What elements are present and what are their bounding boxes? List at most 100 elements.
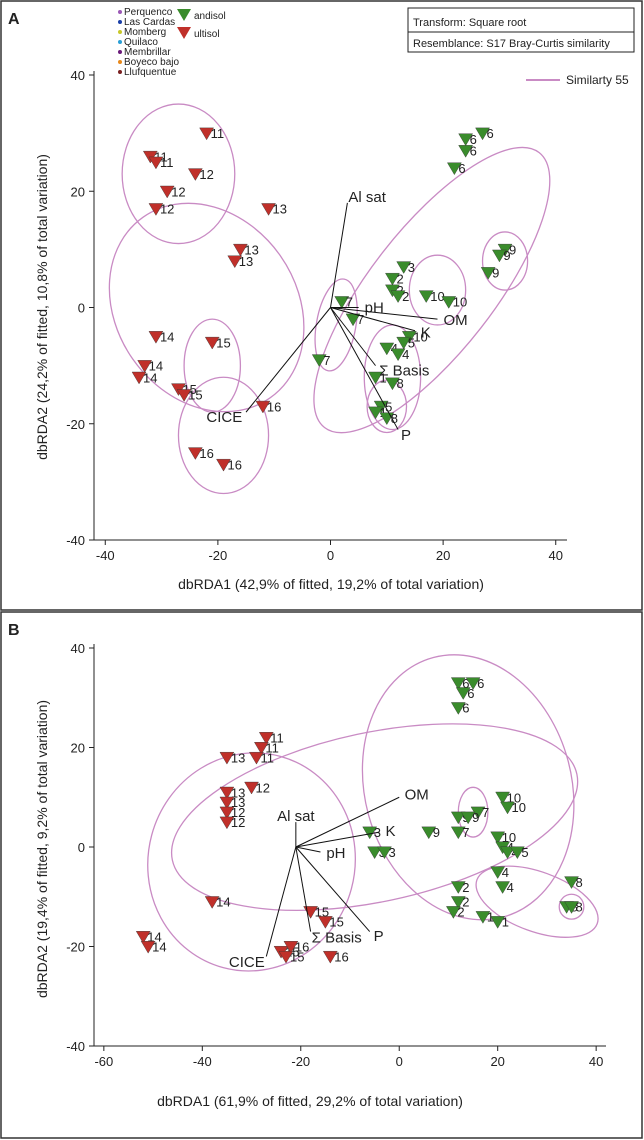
panel-b-sample-label: 13 [231, 785, 245, 800]
panel-b-sample-label: 3 [388, 845, 395, 860]
panel-a-sample-label: 13 [239, 254, 253, 269]
site-legend-boyeco-bajo: Boyeco bajo [124, 57, 179, 68]
panel-b-sample-marker [283, 941, 299, 954]
panel-a-sample-marker [441, 296, 457, 309]
site-marker-membrillar [118, 50, 122, 54]
panel-a-sample-marker [311, 354, 327, 367]
panel-b-sample-label: 2 [457, 905, 464, 920]
panel-a-sample-label: 15 [216, 335, 230, 350]
panel-b-sample-label: 6 [467, 686, 474, 701]
similarity-legend: Similarty 55 [526, 73, 629, 87]
panel-a-sample-label: 3 [408, 260, 415, 275]
panel-b-sample-label: 10 [507, 790, 521, 805]
panel-b-sample-label: 11 [265, 741, 279, 756]
panel-a-sample-marker [137, 360, 153, 373]
panel-b-sample-label: 11 [260, 750, 274, 765]
site-legend: Perquenco Las Cardas Momberg Quilaco Mem… [118, 7, 179, 78]
panel-b-sample-marker [377, 846, 392, 860]
panel-b-y-tick-label: 0 [78, 840, 85, 855]
panel-b-sample-label: 8 [576, 875, 583, 890]
transform-legend: Transform: Square root Resemblance: S17 … [407, 7, 635, 53]
panel-a-vector-label: K [421, 324, 431, 341]
panel-b-sample-marker [490, 866, 506, 879]
panel-b-sample-marker [219, 796, 235, 810]
panel-a-sample-label: 8 [391, 411, 398, 426]
panel-a-sample-marker [334, 296, 350, 309]
panel-b-label: B [8, 622, 20, 639]
panel-a-sample-marker [368, 371, 383, 385]
panel-a-sample-label: 14 [149, 359, 163, 374]
panel-a-sample-marker [390, 348, 406, 362]
panel-a-sample-marker [475, 127, 490, 141]
panel-b-sample-marker [450, 677, 466, 690]
panel-b-sample-marker [465, 677, 481, 690]
panel-a-x-tick-label: -20 [208, 548, 227, 563]
panel-b-sample-marker [204, 896, 220, 909]
panel-a-sample-label: 13 [273, 202, 287, 217]
ultisol-marker-icon [177, 27, 191, 39]
site-legend-perquenco: Perquenco [124, 7, 173, 18]
panel-b-frame [0, 611, 643, 1139]
panel-a-sample-marker [368, 406, 383, 420]
panel-a-sample-label: 7 [357, 312, 364, 327]
panel-b-vector-line [295, 831, 380, 848]
site-marker-las-cardas [118, 20, 122, 24]
panel-a-y-tick-label: -40 [66, 533, 85, 548]
panel-b-x-tick-label: 0 [396, 1054, 403, 1069]
panel-b-y-tick-label: -40 [66, 1039, 85, 1054]
panel-a-sample-label: 11 [211, 126, 225, 141]
panel-a-sample-marker [261, 203, 276, 216]
panel-a-sample-label: 16 [228, 457, 242, 472]
panel-b-sample-marker [318, 916, 333, 929]
panel-a-vector-label: Al sat [348, 189, 386, 206]
panel-a-sample-marker [418, 290, 434, 303]
panel-a-sample-label: 12 [199, 167, 213, 182]
site-marker-llufquentue [118, 70, 122, 74]
panel-a-sample-marker [390, 290, 406, 303]
panel-b-y-tick-label: -20 [66, 940, 85, 955]
panel-a-sample-marker [204, 336, 220, 350]
panel-b-sample-marker [278, 951, 294, 964]
panel-b-sample-marker [219, 806, 235, 820]
panel-b-sample-marker [490, 831, 506, 845]
panel-a-sample-marker [492, 249, 507, 263]
panel-b-sample-marker [450, 811, 466, 825]
panel-a-vector-line [330, 307, 399, 430]
panel-a-sample-marker [176, 389, 192, 402]
panel-b-chart: 6666111111131213131212799101097333104454… [34, 641, 606, 1109]
panel-b-sample-marker [140, 941, 156, 954]
panel-a-vector-label: P [401, 427, 411, 444]
panel-b-sample-marker [475, 911, 491, 924]
panel-b-y-axis-label: dbRDA2 (19,4% of fitted, 9,2% of total v… [34, 700, 50, 998]
soil-legend-andisol: andisol [194, 11, 226, 22]
panel-a-sample-marker [148, 156, 164, 170]
panel-b-vector-label: pH [326, 845, 345, 862]
panel-a-sample-marker [233, 243, 248, 257]
panel-b-sample-label: 12 [256, 780, 270, 795]
panel-b-y-tick-label: 20 [71, 741, 85, 756]
panel-a-y-tick-label: 40 [71, 68, 85, 83]
panel-a-sample-marker [188, 447, 203, 460]
panel-b-x-tick-label: -60 [94, 1054, 113, 1069]
panel-b-sample-label: 15 [290, 949, 304, 964]
panel-a-y-tick-label: -20 [66, 417, 85, 432]
andisol-marker-icon [177, 9, 191, 21]
panel-a-x-tick-label: 20 [436, 548, 450, 563]
panel-b-y-tick-label: 40 [71, 641, 85, 656]
panel-a-sample-label: 11 [160, 155, 174, 170]
panel-b-sample-label: 9 [472, 810, 479, 825]
panel-b-sample-marker [219, 752, 235, 765]
panel-a-sample-label: 5 [408, 335, 415, 350]
panel-a-sample-marker [148, 331, 164, 344]
panel-a-similarity-ellipse [408, 254, 467, 326]
panel-b-sample-label: 8 [576, 900, 583, 915]
panel-b-sample-label: 11 [270, 731, 284, 746]
panel-a-sample-label: 13 [244, 242, 258, 257]
panel-b-sample-marker [450, 826, 466, 840]
panel-b-vector-label: CICE [229, 954, 265, 971]
panel-a-sample-marker [148, 203, 164, 216]
panel-a-label: A [8, 11, 20, 28]
panel-a-sample-label: 1 [380, 370, 387, 385]
panel-b-sample-label: 9 [433, 825, 440, 840]
panel-a-vector-line [330, 307, 438, 320]
